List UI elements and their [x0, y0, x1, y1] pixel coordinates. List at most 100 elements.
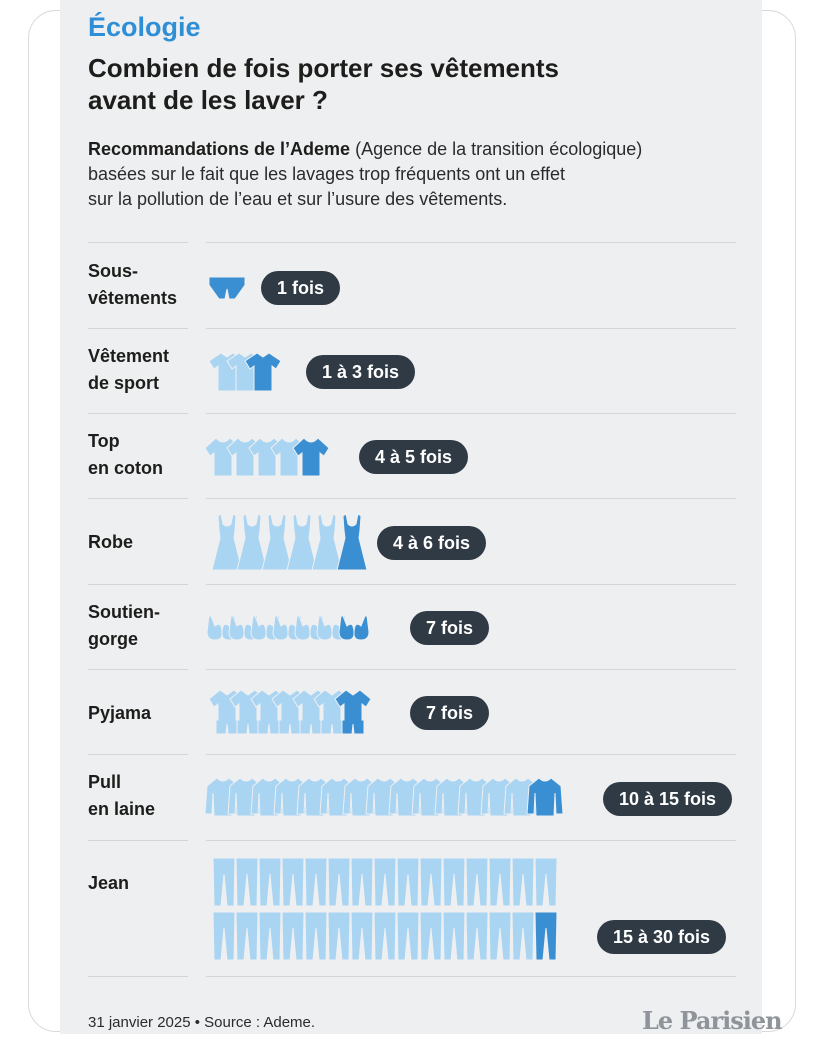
row-label-line: Vêtement [88, 346, 170, 366]
jeans-icon [396, 911, 420, 961]
value-pill: 7 fois [410, 611, 490, 645]
jeans-icon [350, 857, 374, 907]
separator [206, 754, 736, 755]
separator [88, 328, 188, 329]
row-label-line: Pull [88, 772, 122, 792]
separator [206, 976, 736, 977]
jeans-icon [281, 911, 305, 961]
jeans-icon [235, 857, 259, 907]
dress-icon [311, 513, 343, 571]
dress-icon [261, 513, 293, 571]
value-pill: 10 à 15 fois [603, 782, 733, 816]
jeans-icon [304, 857, 328, 907]
jeans-icon [327, 857, 351, 907]
row-label-sweater: Pull en laine [88, 769, 155, 823]
jeans-icon [465, 857, 489, 907]
row-label-bra: Soutien- gorge [88, 599, 160, 653]
jeans-icon [419, 857, 443, 907]
dress-icon [286, 513, 318, 571]
jeans-icon [281, 857, 305, 907]
separator [206, 242, 736, 243]
jeans-icon [373, 857, 397, 907]
row-label-sport: Vêtement de sport [88, 343, 169, 397]
separator [206, 584, 736, 585]
jeans-icon [304, 911, 328, 961]
cotton-top-icon [292, 437, 330, 477]
jeans-icon [442, 911, 466, 961]
jeans-icon [534, 911, 558, 961]
jeans-icon [419, 911, 443, 961]
separator [88, 498, 188, 499]
intro-line-2: basées sur le fait que les lavages trop … [88, 164, 565, 184]
jeans-icon [511, 911, 535, 961]
row-label-line: en coton [88, 458, 163, 478]
dress-icon [336, 513, 368, 571]
separator [206, 413, 736, 414]
dress-icon [236, 513, 268, 571]
row-label-line: gorge [88, 629, 139, 649]
separator [88, 242, 188, 243]
separator [206, 669, 736, 670]
page-title: Combien de fois porter ses vêtements ava… [88, 52, 648, 116]
jeans-icon [235, 911, 259, 961]
source-footer: 31 janvier 2025 • Source : Ademe. [88, 1014, 316, 1031]
row-label-line: vêtements [88, 288, 178, 308]
separator [88, 669, 188, 670]
jeans-icon [373, 911, 397, 961]
jeans-icon [442, 857, 466, 907]
sport-shirt-icon [244, 352, 282, 392]
row-label-line: Soutien- [88, 602, 160, 622]
jeans-icon [534, 857, 558, 907]
value-pill: 4 à 5 fois [359, 440, 469, 474]
jeans-icon [350, 911, 374, 961]
intro-bold: Recommandations de l’Ademe [88, 139, 351, 159]
jeans-icon [212, 857, 236, 907]
intro-line-1: Recommandations de l’Ademe (Agence de la… [88, 137, 728, 162]
jeans-icon [511, 857, 535, 907]
jeans-icon [212, 911, 236, 961]
separator [206, 328, 736, 329]
separator [206, 840, 736, 841]
row-label-underwear: Sous- vêtements [88, 258, 177, 312]
value-pill: 1 fois [261, 271, 341, 305]
brand-logo: Le Parisien [642, 1006, 783, 1035]
row-label-jeans: Jean [88, 870, 129, 897]
separator [88, 754, 188, 755]
jeans-icon [327, 911, 351, 961]
pyjama-icon [334, 689, 372, 735]
jeans-icon [258, 911, 282, 961]
jeans-icon [396, 857, 420, 907]
row-label-line: Sous- [88, 261, 139, 281]
row-label-pyjama: Pyjama [88, 700, 151, 727]
separator [88, 413, 188, 414]
row-label-dress: Robe [88, 529, 133, 556]
value-pill: 1 à 3 fois [306, 355, 416, 389]
separator [88, 584, 188, 585]
dress-icon [211, 513, 243, 571]
jeans-icon [465, 911, 489, 961]
separator [88, 976, 188, 977]
wool-sweater-icon [526, 777, 564, 817]
jeans-icon [488, 911, 512, 961]
title-line-1: Combien de fois porter ses vêtements [88, 53, 560, 83]
section-kicker: Écologie [88, 12, 201, 42]
value-pill: 4 à 6 fois [377, 526, 487, 560]
intro-text: Recommandations de l’Ademe (Agence de la… [88, 137, 728, 212]
row-label-line: Jean [88, 873, 130, 893]
value-pill: 7 fois [410, 696, 490, 730]
row-label-line: de sport [88, 373, 160, 393]
intro-line-3: sur la pollution de l’eau et sur l’usure… [88, 189, 508, 209]
underwear-icon [208, 276, 246, 300]
row-label-line: Pyjama [88, 703, 152, 723]
row-label-line: Robe [88, 532, 133, 552]
value-pill: 15 à 30 fois [597, 920, 727, 954]
separator [206, 498, 736, 499]
title-line-2: avant de les laver ? [88, 85, 328, 115]
jeans-icon [488, 857, 512, 907]
row-label-cotton-top: Top en coton [88, 428, 163, 482]
separator [88, 840, 188, 841]
bra-icon [338, 615, 370, 641]
row-label-line: en laine [88, 799, 156, 819]
row-label-line: Top [88, 431, 120, 451]
